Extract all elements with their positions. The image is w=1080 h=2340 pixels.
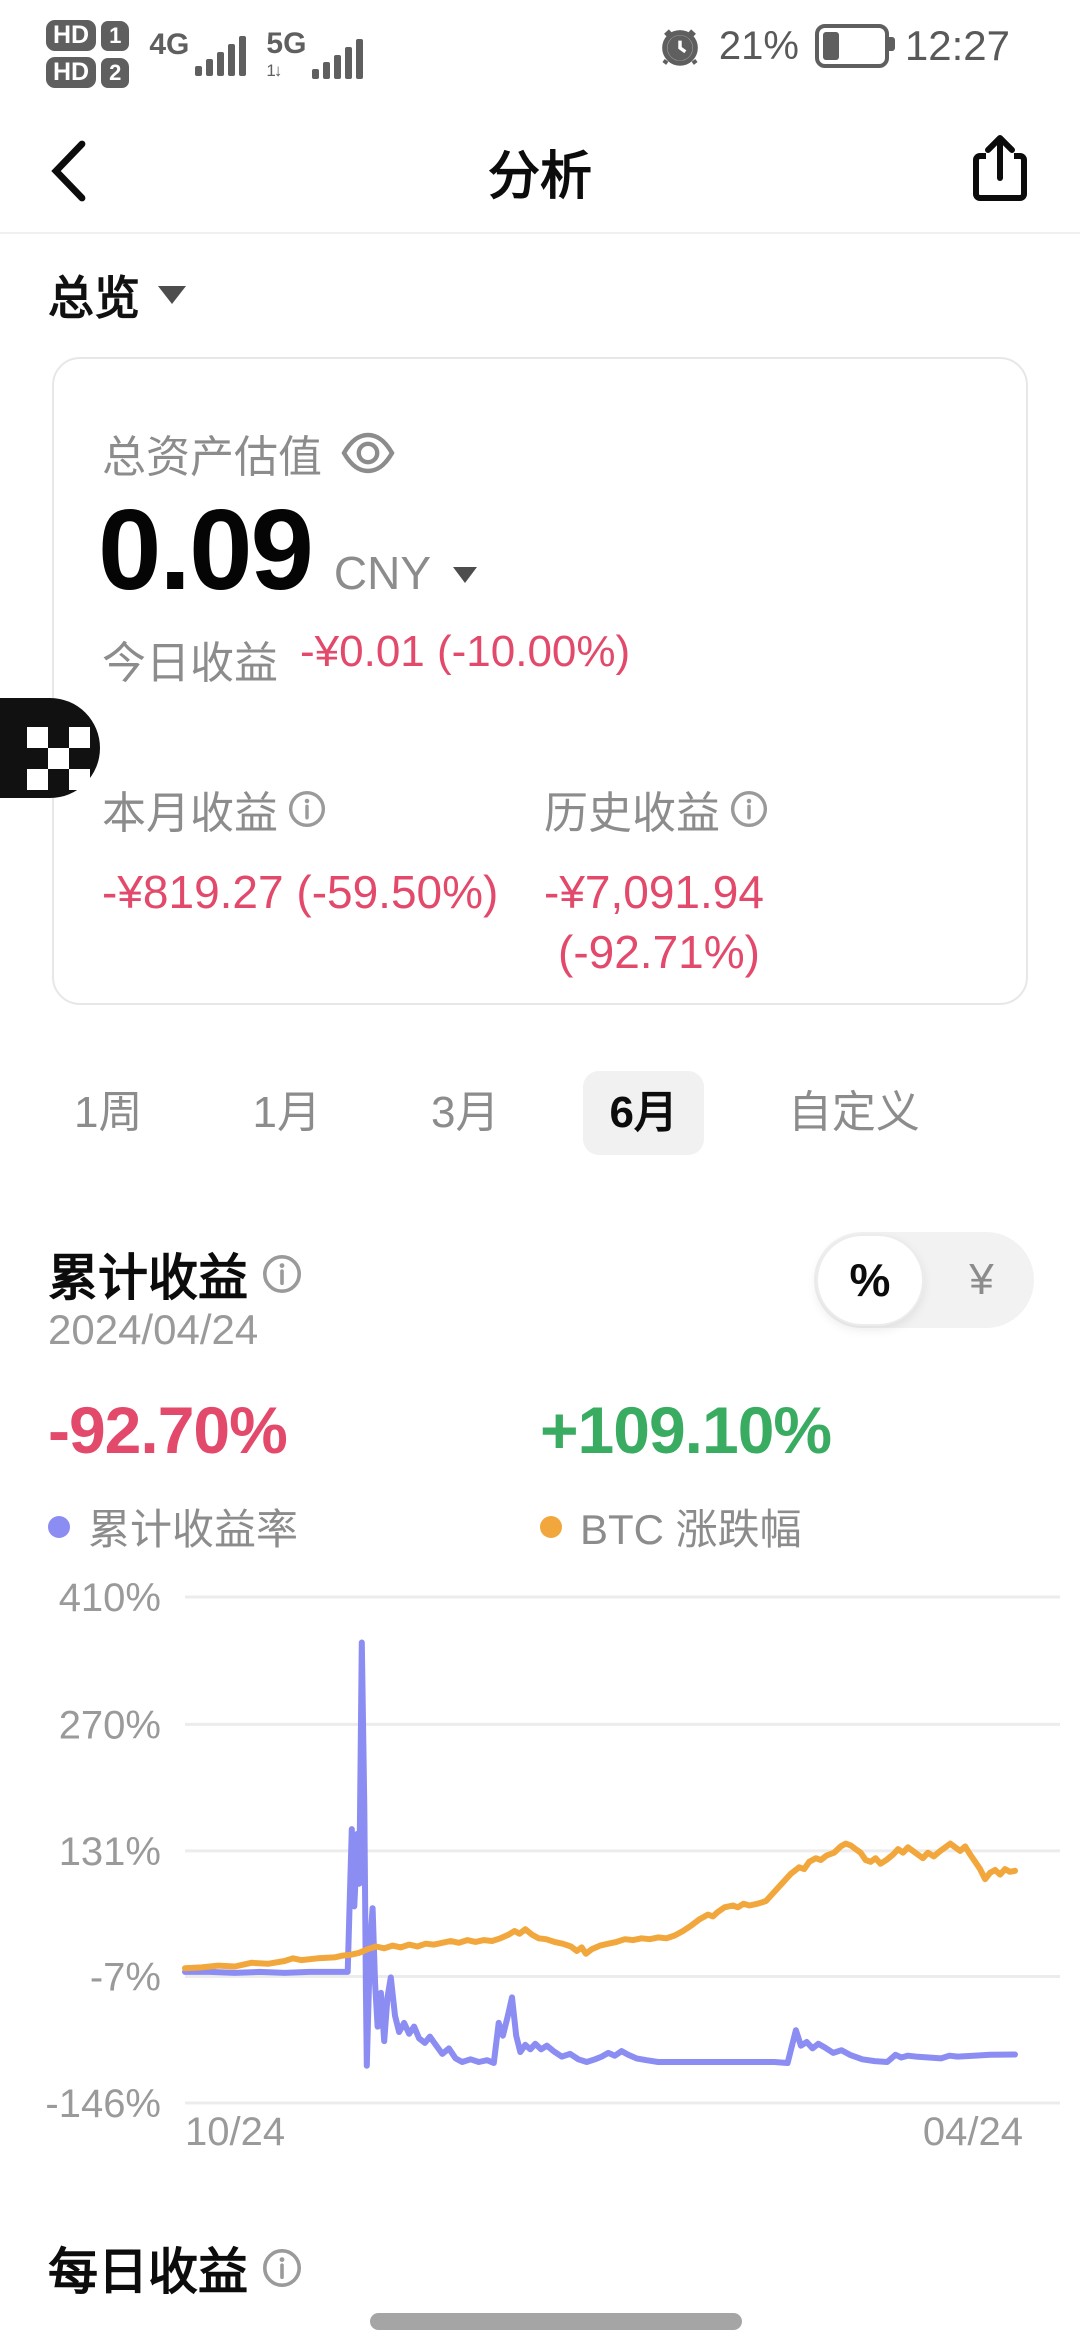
btc-change-block: +109.10% BTC 涨跌幅 xyxy=(540,1392,1032,1557)
battery-percent: 21% xyxy=(718,23,799,68)
back-button[interactable] xyxy=(46,136,106,206)
unit-toggle[interactable]: % ¥ xyxy=(814,1232,1034,1328)
info-icon[interactable] xyxy=(730,790,768,828)
toggle-yuan-option[interactable]: ¥ xyxy=(969,1255,994,1304)
period-tabs: 1周 1月 3月 6月 自定义 xyxy=(48,1066,1032,1160)
cumulative-return-chart[interactable]: 410% 270% 131% -7% -146% 10/24 04/24 xyxy=(0,1556,1080,2176)
back-chevron-icon xyxy=(51,140,86,202)
okx-floating-button[interactable] xyxy=(0,698,100,798)
signal-5g: 5G 1↓ xyxy=(266,29,364,80)
total-asset-card: 总资产估值 0.09 CNY 今日收益 -¥0.01 (-10.00%) 本月收… xyxy=(52,357,1028,1005)
info-icon[interactable] xyxy=(262,2248,302,2288)
currency-label[interactable]: CNY xyxy=(333,547,432,599)
legend-btc: BTC 涨跌幅 xyxy=(540,1496,1032,1557)
status-bar: HD 1 HD 2 4G 5G 1↓ xyxy=(0,16,1080,104)
sim-badges: HD 1 HD 2 xyxy=(46,20,130,88)
svg-text:-146%: -146% xyxy=(45,2082,161,2126)
signal-bars-icon xyxy=(195,32,247,76)
overview-label: 总览 xyxy=(48,272,140,324)
sim1-number-badge: 1 xyxy=(101,20,130,51)
data-arrows-icon: 1↓ xyxy=(266,61,282,80)
signal-bars-icon xyxy=(312,35,364,79)
tab-1m[interactable]: 1月 xyxy=(252,1088,321,1137)
tab-3m[interactable]: 3月 xyxy=(430,1088,500,1137)
svg-text:10/24: 10/24 xyxy=(185,2110,285,2154)
divider xyxy=(0,232,1080,234)
alarm-clock-icon xyxy=(662,29,698,66)
status-right-cluster: 21% 12:27 xyxy=(657,22,1010,70)
history-pl-value-line1: -¥7,091.94 xyxy=(544,866,764,918)
tab-custom[interactable]: 自定义 xyxy=(787,1088,920,1137)
status-left-cluster: HD 1 HD 2 4G 5G 1↓ xyxy=(46,20,364,88)
legend-btc-label: BTC 涨跌幅 xyxy=(580,1506,802,1553)
today-pl-value: -¥0.01 (-10.00%) xyxy=(300,627,631,676)
svg-text:410%: 410% xyxy=(59,1576,161,1620)
okx-logo-icon xyxy=(27,727,90,790)
btc-change-value: +109.10% xyxy=(540,1393,832,1467)
history-pl-value-line2: (-92.71%) xyxy=(558,925,760,978)
total-asset-label: 总资产估值 xyxy=(102,433,322,482)
legend-cumulative-label: 累计收益率 xyxy=(88,1506,299,1553)
tab-6m[interactable]: 6月 xyxy=(583,1071,704,1155)
daily-title: 每日收益 xyxy=(48,2244,248,2300)
sim2-number-badge: 2 xyxy=(101,57,130,88)
legend-cumulative: 累计收益率 xyxy=(48,1496,540,1557)
share-icon xyxy=(973,135,1027,201)
overview-dropdown[interactable]: 总览 xyxy=(48,262,186,328)
info-icon[interactable] xyxy=(288,790,326,828)
cumulative-return-value: -92.70% xyxy=(48,1393,288,1467)
hd2-badge: HD xyxy=(46,57,97,88)
eye-icon[interactable] xyxy=(340,432,396,474)
home-indicator[interactable] xyxy=(370,2313,742,2330)
signal-4g: 4G xyxy=(149,30,247,76)
purple-dot-icon xyxy=(48,1515,70,1538)
orange-dot-icon xyxy=(540,1515,562,1538)
today-pl-label: 今日收益 xyxy=(102,639,278,688)
toggle-percent-option[interactable]: % xyxy=(816,1234,924,1326)
info-icon[interactable] xyxy=(262,1254,302,1294)
cumulative-return-block: -92.70% 累计收益率 xyxy=(48,1392,540,1557)
svg-text:131%: 131% xyxy=(59,1830,161,1874)
page-title: 分析 xyxy=(487,148,592,206)
month-pl-block: 本月收益 -¥819.27 (-59.50%) xyxy=(102,777,544,983)
tab-1w[interactable]: 1周 xyxy=(74,1088,143,1137)
cumulative-title: 累计收益 xyxy=(48,1250,248,1306)
nav-bar: 分析 xyxy=(0,110,1080,232)
month-pl-label: 本月收益 xyxy=(102,789,278,838)
svg-text:270%: 270% xyxy=(59,1703,161,1747)
battery-icon xyxy=(814,24,895,68)
hd1-badge: HD xyxy=(46,20,97,51)
svg-text:-7%: -7% xyxy=(90,1956,161,2000)
chevron-down-icon xyxy=(453,567,478,583)
total-asset-value: 0.09 xyxy=(98,487,314,614)
share-button[interactable] xyxy=(968,132,1032,206)
history-pl-label: 历史收益 xyxy=(544,789,720,838)
chevron-down-icon xyxy=(158,286,186,304)
history-pl-block: 历史收益 -¥7,091.94 (-92.71%) xyxy=(544,777,986,983)
svg-text:04/24: 04/24 xyxy=(923,2110,1023,2154)
chart-date: 2024/04/24 xyxy=(48,1306,259,1353)
month-pl-value: -¥819.27 (-59.50%) xyxy=(102,866,499,918)
status-time: 12:27 xyxy=(904,22,1010,69)
